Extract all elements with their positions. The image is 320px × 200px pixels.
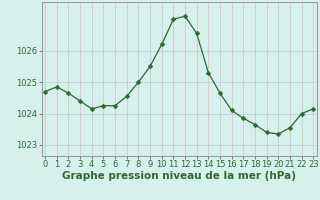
X-axis label: Graphe pression niveau de la mer (hPa): Graphe pression niveau de la mer (hPa) <box>62 171 296 181</box>
